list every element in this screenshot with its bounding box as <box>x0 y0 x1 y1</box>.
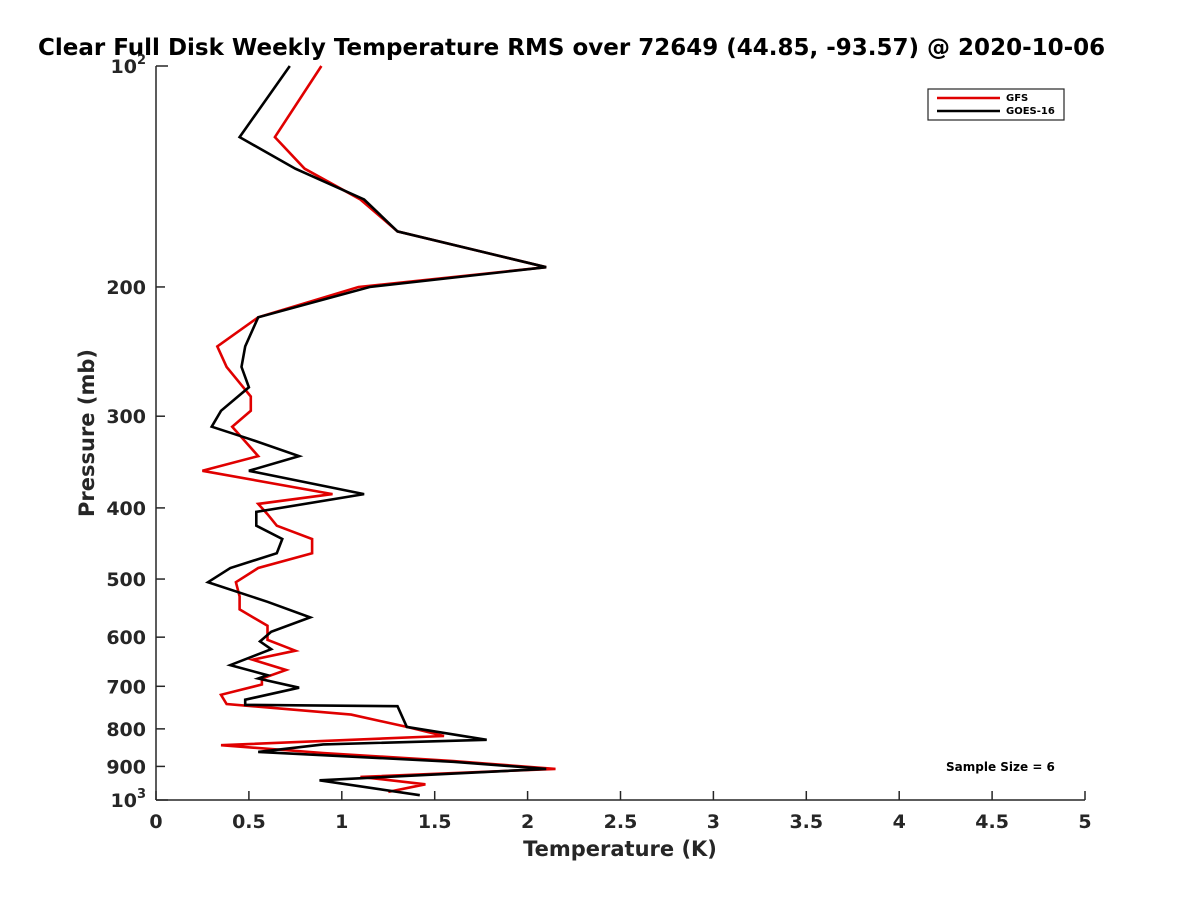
x-tick-label: 2.5 <box>604 811 638 833</box>
x-axis-label: Temperature (K) <box>523 837 717 861</box>
x-tick-label: 1.5 <box>418 811 452 833</box>
x-tick-label: 1 <box>335 811 348 833</box>
series-line-gfs <box>202 65 556 794</box>
legend: GFS GOES-16 <box>927 88 1065 121</box>
y-tick-label-power: 102 <box>111 53 147 78</box>
legend-label-goes16: GOES-16 <box>1006 106 1055 117</box>
x-ticks: 0 0.5 1 1.5 2 2.5 3 3.5 4 4.5 5 <box>149 791 1092 833</box>
x-tick-label: 4.5 <box>975 811 1009 833</box>
x-tick-label: 5 <box>1078 811 1091 833</box>
y-ticks: 200 300 400 500 600 700 800 900 102 103 <box>106 53 168 812</box>
x-tick-label: 3 <box>707 811 720 833</box>
y-tick-label: 300 <box>106 406 146 428</box>
plot-area: 0 0.5 1 1.5 2 2.5 3 3.5 4 4.5 5 200 300 400 500 600 700… <box>106 53 1091 833</box>
x-tick-label: 0 <box>149 811 162 833</box>
chart-title: Clear Full Disk Weekly Temperature RMS o… <box>38 35 1105 61</box>
legend-box <box>927 88 1065 121</box>
x-tick-label: 4 <box>893 811 906 833</box>
sample-size-annotation: Sample Size = 6 <box>946 760 1055 774</box>
y-tick-label: 700 <box>106 676 146 698</box>
y-tick-label: 600 <box>106 627 146 649</box>
y-tick-label: 800 <box>106 719 146 741</box>
y-tick-label-power: 103 <box>111 787 147 812</box>
x-tick-label: 2 <box>521 811 534 833</box>
y-tick-label: 200 <box>106 277 146 299</box>
series-lines <box>202 65 556 797</box>
y-tick-label: 900 <box>106 756 146 778</box>
y-tick-label: 400 <box>106 498 146 520</box>
x-tick-label: 0.5 <box>232 811 266 833</box>
series-line-goes-16 <box>204 65 547 797</box>
y-tick-label: 500 <box>106 569 146 591</box>
y-axis-label: Pressure (mb) <box>75 349 99 517</box>
x-tick-label: 3.5 <box>789 811 823 833</box>
legend-label-gfs: GFS <box>1006 93 1028 104</box>
